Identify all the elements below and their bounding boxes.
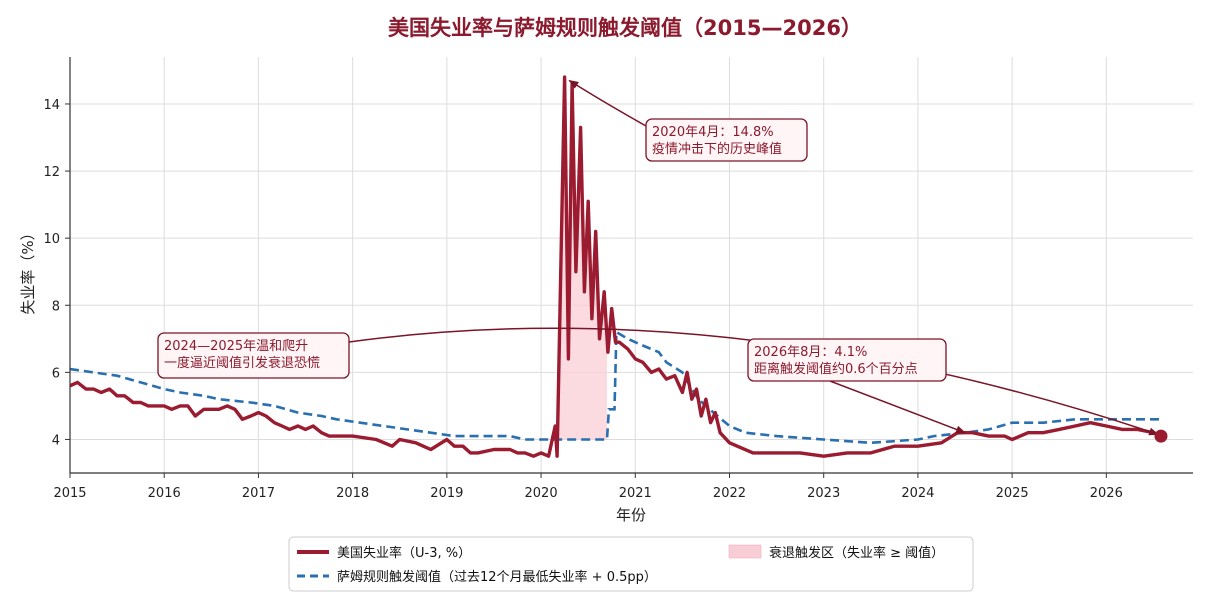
x-tick-label: 2022 [713, 486, 746, 501]
y-tick-label: 14 [43, 98, 60, 113]
y-tick-label: 6 [52, 366, 60, 381]
endpoint-marker [1154, 429, 1168, 443]
legend-swatch-trigger-zone [728, 544, 762, 559]
x-tick-label: 2016 [148, 486, 181, 501]
legend: 美国失业率（U-3, %） 萨姆规则触发阈值（过去12个月最低失业率 + 0.5… [288, 536, 974, 592]
annotation-arrow [568, 79, 647, 127]
x-tick-label: 2024 [901, 486, 934, 501]
legend-box [288, 536, 974, 592]
y-tick-label: 10 [43, 232, 60, 247]
legend-entry-threshold: 萨姆规则触发阈值（过去12个月最低失业率 + 0.5pp） [337, 569, 657, 585]
annotation-text: 疫情冲击下的历史峰值 [652, 141, 782, 157]
x-tick-label: 2017 [242, 486, 275, 501]
x-ticks: 2015 2016 2017 2018 2019 2020 2021 2022 2023 2024… [53, 473, 1123, 501]
legend-entry-trigger-zone: 衰退触发区（失业率 ≥ 阈值） [769, 545, 944, 561]
annotations: 2020年4月：14.8%疫情冲击下的历史峰值 2024—2025年温和爬升一度逼… [157, 79, 1168, 443]
annotation-box [747, 338, 947, 382]
annotation-text: 一度逼近阈值引发衰退恐慌 [164, 355, 320, 371]
unemployment-line [70, 75, 1162, 458]
x-tick-label: 2019 [430, 486, 463, 501]
x-axis-label: 年份 [616, 506, 646, 524]
annotation-text: 2026年8月：4.1% [754, 345, 867, 360]
grid-lines [69, 57, 1193, 473]
x-tick-label: 2026 [1090, 486, 1123, 501]
annotation-box [645, 118, 808, 162]
axes [69, 57, 1193, 474]
x-tick-label: 2018 [336, 486, 369, 501]
legend-entry-unemployment: 美国失业率（U-3, %） [337, 545, 471, 561]
y-axis-label: 失业率（%） [19, 225, 37, 314]
annotation-text: 2024—2025年温和爬升 [164, 339, 308, 354]
x-tick-label: 2020 [525, 486, 558, 501]
y-ticks: 4 6 8 10 12 14 [43, 98, 70, 448]
y-tick-label: 12 [43, 165, 60, 180]
y-tick-label: 4 [52, 433, 60, 448]
annotation-text: 2020年4月：14.8% [652, 125, 774, 140]
annotation-arrow [348, 327, 1160, 436]
x-tick-label: 2025 [996, 486, 1029, 501]
annotation-arrow [829, 380, 966, 434]
chart-title: 美国失业率与萨姆规则触发阈值（2015—2026） [388, 16, 862, 40]
x-tick-label: 2015 [53, 486, 86, 501]
series-lines [70, 75, 1162, 458]
annotation-box [157, 332, 350, 379]
threshold-line [70, 329, 1161, 445]
annotation-text: 距离触发阈值约0.6个百分点 [754, 361, 918, 377]
x-tick-label: 2023 [807, 486, 840, 501]
x-tick-label: 2021 [619, 486, 652, 501]
y-tick-label: 8 [52, 299, 60, 314]
